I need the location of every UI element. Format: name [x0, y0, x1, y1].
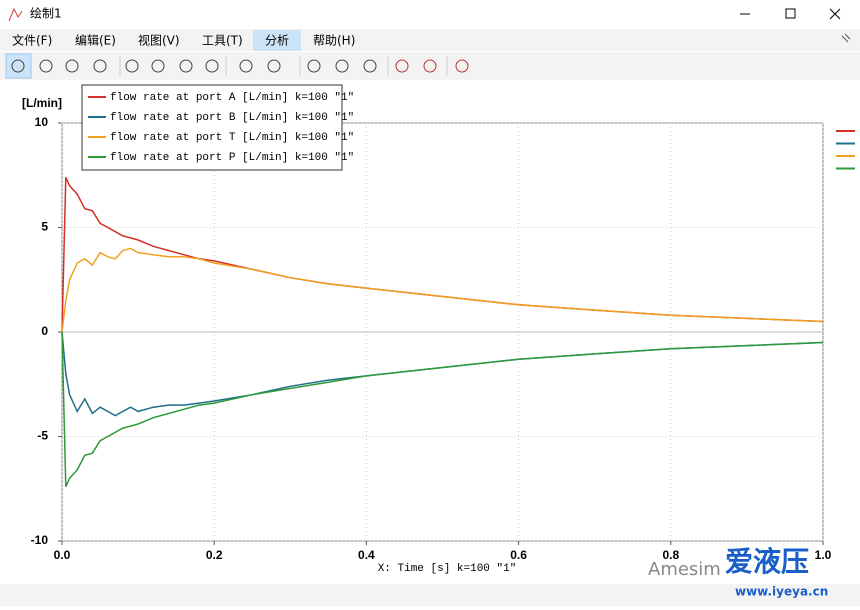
x-tick-label: 0.4: [358, 548, 375, 562]
legend-box: [81, 84, 343, 171]
close-button[interactable]: [829, 8, 841, 20]
legend-label: flow rate at port A [L/min] k=100 "1": [110, 92, 354, 104]
tool-button[interactable]: [423, 59, 437, 73]
tool-button[interactable]: [363, 59, 377, 73]
tool-button[interactable]: [11, 59, 25, 73]
x-tick-label: 0.6: [510, 548, 527, 562]
menu-item[interactable]: 分析: [265, 34, 289, 48]
y-tick-label: -10: [31, 533, 49, 547]
window-title: 绘制1: [30, 6, 62, 21]
y-tick-label: 10: [35, 115, 49, 129]
tool-button[interactable]: [335, 59, 349, 73]
y-tick-label: -5: [37, 429, 48, 443]
tool-button[interactable]: [205, 59, 219, 73]
watermark-brand: Amesim: [648, 559, 721, 580]
menu-item[interactable]: 工具(T): [202, 34, 243, 48]
tool-button[interactable]: [179, 59, 193, 73]
tool-button[interactable]: [39, 59, 53, 73]
watermark-url: www.iyeya.cn: [735, 585, 828, 599]
menu-item[interactable]: 帮助(H): [313, 34, 355, 48]
y-axis-label: [L/min]: [22, 96, 62, 110]
y-tick-label: 5: [41, 220, 48, 234]
tool-button[interactable]: [267, 59, 281, 73]
pin-icon[interactable]: [841, 33, 851, 43]
menu-item[interactable]: 编辑(E): [75, 33, 116, 48]
tool-button[interactable]: [125, 59, 139, 73]
legend-label: flow rate at port P [L/min] k=100 "1": [110, 152, 354, 164]
tool-button[interactable]: [239, 59, 253, 73]
x-tick-label: 0.8: [662, 548, 679, 562]
tool-button[interactable]: [65, 59, 79, 73]
legend-label: flow rate at port B [L/min] k=100 "1": [110, 112, 354, 124]
toolbar: [0, 52, 860, 80]
x-tick-label: 0.2: [206, 548, 223, 562]
menu-bar: [0, 29, 860, 51]
data-line: [61, 247, 824, 333]
app-icon: [8, 7, 23, 22]
tool-button[interactable]: [395, 59, 409, 73]
status-bar: [0, 584, 860, 606]
title-bar: [0, 0, 860, 28]
tool-select-bg: [5, 53, 32, 79]
x-tick-label: 0.0: [54, 548, 71, 562]
tool-button[interactable]: [307, 59, 321, 73]
legend-label: flow rate at port T [L/min] k=100 "1": [110, 132, 354, 144]
y-tick-label: 0: [41, 324, 48, 338]
menu-item[interactable]: 视图(V): [138, 33, 180, 48]
watermark-logo: 爱液压: [725, 545, 809, 578]
maximize-button[interactable]: [785, 8, 796, 19]
tool-button[interactable]: [151, 59, 165, 73]
tool-button[interactable]: [455, 59, 469, 73]
data-line: [61, 331, 824, 488]
menu-highlight: [253, 30, 301, 51]
x-tick-label: 1.0: [815, 548, 832, 562]
menu-item[interactable]: 文件(F): [12, 33, 52, 48]
x-axis-label: X: Time [s] k=100 "1": [378, 563, 517, 575]
tool-button[interactable]: [93, 59, 107, 73]
